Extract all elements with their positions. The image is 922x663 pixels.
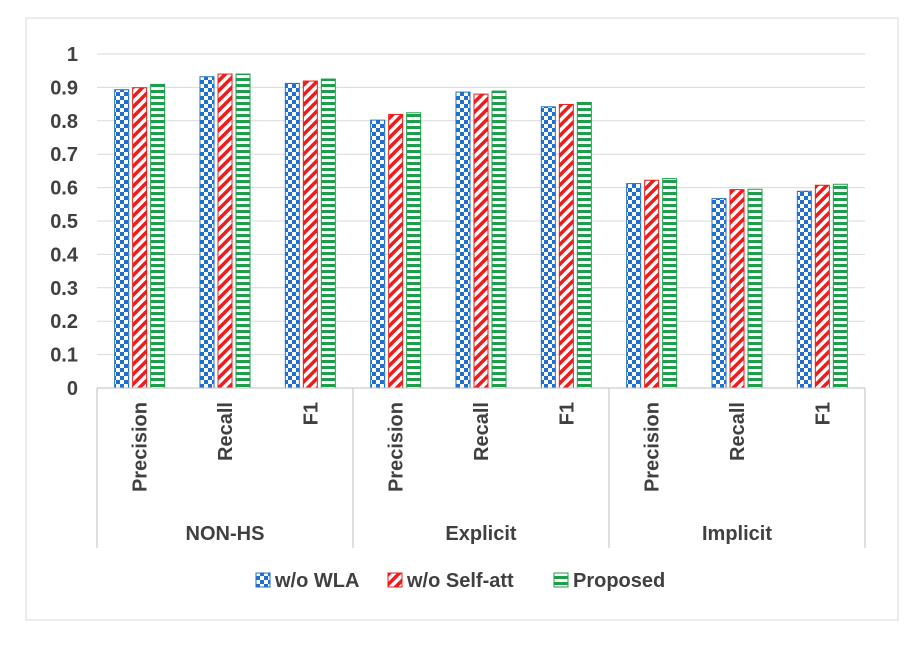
- y-tick-label: 0.2: [50, 311, 78, 333]
- bar-proposed: [662, 178, 678, 389]
- legend-label: w/o WLA: [274, 570, 359, 592]
- category-label: Recall: [727, 402, 749, 461]
- group-label: Explicit: [445, 523, 516, 545]
- bar-w-o-wla: [540, 106, 556, 389]
- y-tick-label: 0.8: [50, 111, 78, 133]
- bar-w-o-wla: [114, 89, 130, 389]
- legend-label: w/o Self-att: [406, 570, 514, 592]
- y-tick-label: 0.7: [50, 144, 78, 166]
- bar-proposed: [320, 78, 336, 389]
- bar-w-o-self-att: [558, 103, 574, 389]
- bar-w-o-wla: [370, 119, 386, 389]
- category-label: Precision: [386, 402, 408, 492]
- y-axis: 0 0.1 0.2 0.3 0.4 0.5 0.6 0.7 0.8 0.9 1: [50, 44, 79, 400]
- group-label: NON-HS: [186, 523, 265, 545]
- y-tick-label: 0.3: [50, 278, 78, 300]
- bar-proposed: [235, 73, 251, 389]
- bar-proposed: [576, 101, 592, 389]
- category-label: Precision: [642, 402, 664, 492]
- category-label: Recall: [471, 402, 493, 461]
- bar-proposed: [491, 90, 507, 389]
- legend-swatch: [553, 572, 569, 588]
- legend-swatch: [255, 572, 271, 588]
- y-tick-label: 0.9: [50, 77, 78, 99]
- category-label: F1: [300, 402, 322, 425]
- category-label: Recall: [215, 402, 237, 461]
- legend: w/o WLA w/o Self-att Proposed: [255, 570, 665, 592]
- bar-w-o-self-att: [388, 113, 404, 389]
- bar-w-o-self-att: [302, 80, 318, 389]
- y-tick-label: 0.5: [50, 211, 78, 233]
- bar-proposed: [832, 183, 848, 389]
- bar-w-o-wla: [711, 198, 727, 389]
- x-axis: Precision Recall F1 Precision Recall F1 Precis…: [96, 387, 866, 548]
- bar-w-o-self-att: [473, 93, 489, 389]
- group-label: Implicit: [702, 523, 772, 545]
- bar-w-o-wla: [626, 183, 642, 389]
- bar-w-o-self-att: [814, 184, 830, 389]
- bar-w-o-self-att: [729, 189, 745, 389]
- bar-w-o-self-att: [644, 179, 660, 389]
- bar-proposed: [747, 188, 763, 389]
- bar-w-o-wla: [455, 91, 471, 389]
- y-tick-label: 0.4: [50, 244, 79, 266]
- y-tick-label: 0: [67, 378, 78, 400]
- legend-swatch: [387, 572, 403, 588]
- bar-w-o-self-att: [217, 73, 233, 389]
- category-label: F1: [556, 402, 578, 425]
- legend-label: Proposed: [573, 570, 665, 592]
- bar-w-o-wla: [284, 82, 300, 389]
- bar-w-o-self-att: [132, 87, 148, 389]
- y-tick-label: 0.6: [50, 178, 78, 200]
- bar-w-o-wla: [796, 190, 812, 389]
- bar-proposed: [150, 83, 166, 389]
- bar-proposed: [406, 112, 422, 389]
- y-tick-label: 1: [67, 44, 78, 66]
- y-tick-label: 0.1: [50, 345, 78, 367]
- category-label: Precision: [130, 402, 152, 492]
- bar-w-o-wla: [199, 76, 215, 389]
- bars: [114, 73, 848, 389]
- category-label: F1: [812, 402, 834, 425]
